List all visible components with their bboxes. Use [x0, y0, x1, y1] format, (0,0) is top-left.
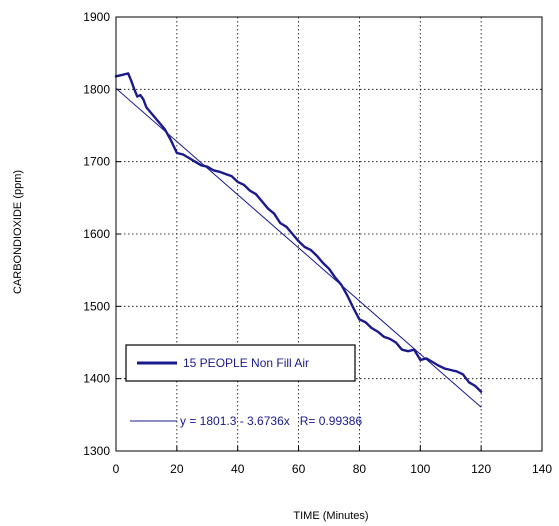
y-tick-label: 1400: [83, 372, 110, 386]
y-tick-label: 1300: [83, 444, 110, 458]
x-tick-label: 20: [170, 462, 184, 476]
x-tick-label: 80: [353, 462, 367, 476]
y-axis-title: CARBONDIOXIDE (ppm): [12, 170, 24, 294]
legend-label: 15 PEOPLE Non Fill Air: [183, 356, 309, 370]
y-tick-labels: 1300 1400 1500 1600 1700 1800 1900: [83, 10, 110, 458]
x-tick-label: 100: [410, 462, 430, 476]
fit-legend: y = 1801.3 - 3.6736x R= 0.99386: [130, 414, 362, 428]
y-tick-label: 1700: [83, 155, 110, 169]
fit-equation-label: y = 1801.3 - 3.6736x R= 0.99386: [180, 414, 362, 428]
x-tick-labels: 0 20 40 60 80 100 120 140: [113, 462, 553, 476]
x-tick-label: 60: [292, 462, 306, 476]
y-tick-label: 1800: [83, 82, 110, 96]
legend: 15 PEOPLE Non Fill Air: [125, 344, 356, 382]
x-axis-title: TIME (Minutes): [293, 510, 368, 522]
x-tick-label: 120: [471, 462, 491, 476]
regression-line: [115, 88, 482, 408]
series-layer: [114, 72, 483, 393]
x-tick-label: 140: [532, 462, 552, 476]
x-tick-label: 0: [113, 462, 120, 476]
y-tick-label: 1900: [83, 10, 110, 24]
x-tick-label: 40: [231, 462, 245, 476]
y-tick-label: 1500: [83, 299, 110, 313]
grid-lines: [116, 17, 542, 451]
regression-line-layer: [115, 88, 482, 408]
series-line: [114, 72, 483, 393]
plot-frame: [115, 16, 543, 452]
y-tick-label: 1600: [83, 227, 110, 241]
